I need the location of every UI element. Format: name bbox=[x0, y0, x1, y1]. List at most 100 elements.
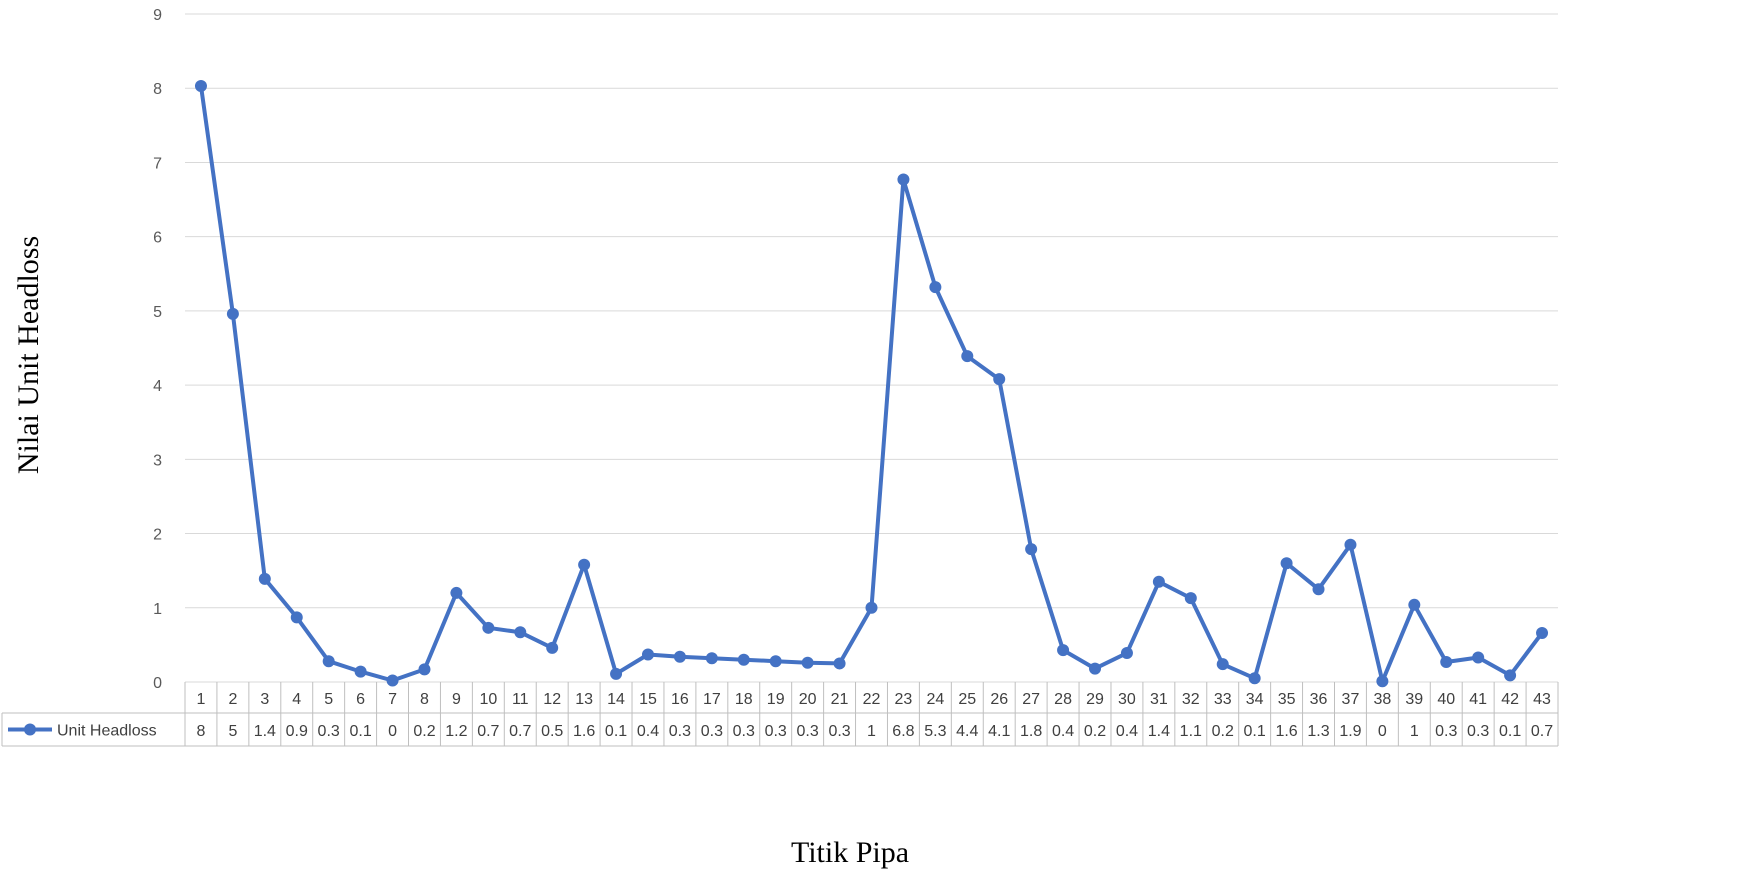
x-tick-label: 11 bbox=[512, 691, 529, 708]
data-point bbox=[1025, 543, 1038, 556]
x-tick-label: 38 bbox=[1373, 691, 1391, 708]
data-label: 1.4 bbox=[254, 723, 276, 740]
data-label: 0.9 bbox=[286, 723, 308, 740]
x-tick-label: 33 bbox=[1214, 691, 1232, 708]
data-point bbox=[865, 601, 878, 614]
data-point bbox=[546, 641, 559, 654]
data-label: 4.1 bbox=[988, 723, 1010, 740]
data-point bbox=[514, 626, 527, 639]
data-label: 1.2 bbox=[445, 723, 467, 740]
data-point bbox=[418, 663, 431, 676]
data-point bbox=[1089, 662, 1102, 675]
data-label: 1.8 bbox=[1020, 723, 1042, 740]
data-point bbox=[1536, 627, 1549, 640]
data-point bbox=[705, 652, 718, 665]
x-tick-label: 13 bbox=[575, 691, 593, 708]
x-tick-label: 41 bbox=[1469, 691, 1487, 708]
data-label: 0.7 bbox=[477, 723, 499, 740]
x-tick-label: 17 bbox=[703, 691, 721, 708]
data-label: 0.1 bbox=[1499, 723, 1521, 740]
data-label: 0.3 bbox=[733, 723, 755, 740]
data-label: 0.4 bbox=[1116, 723, 1138, 740]
data-point bbox=[1120, 647, 1133, 660]
data-label: 0.7 bbox=[509, 723, 531, 740]
data-label: 0.7 bbox=[1531, 723, 1553, 740]
data-point bbox=[386, 674, 399, 687]
data-point bbox=[737, 653, 750, 666]
data-label: 0.4 bbox=[1052, 723, 1074, 740]
x-tick-label: 15 bbox=[639, 691, 657, 708]
data-point bbox=[673, 650, 686, 663]
legend-label: Unit Headloss bbox=[57, 723, 157, 740]
x-tick-label: 3 bbox=[260, 691, 269, 708]
x-tick-label: 27 bbox=[1022, 691, 1040, 708]
x-tick-label: 20 bbox=[799, 691, 817, 708]
data-point bbox=[1376, 675, 1389, 688]
y-axis-title: Nilai Unit Headloss bbox=[12, 236, 45, 474]
x-tick-label: 19 bbox=[767, 691, 785, 708]
data-point bbox=[258, 572, 271, 585]
data-point bbox=[450, 586, 463, 599]
data-label: 1 bbox=[867, 723, 876, 740]
x-tick-label: 35 bbox=[1278, 691, 1296, 708]
y-tick-label: 1 bbox=[153, 601, 162, 618]
x-tick-label: 5 bbox=[324, 691, 333, 708]
data-point bbox=[1504, 669, 1517, 682]
data-point bbox=[1280, 557, 1293, 570]
data-label: 1.6 bbox=[573, 723, 595, 740]
x-tick-label: 26 bbox=[990, 691, 1008, 708]
x-axis-title: Titik Pipa bbox=[791, 836, 909, 869]
y-axis-ticks: 0 1 2 3 4 5 6 7 8 9 bbox=[153, 7, 162, 692]
data-label: 1.4 bbox=[1148, 723, 1170, 740]
data-label: 5 bbox=[228, 723, 237, 740]
x-tick-label: 9 bbox=[452, 691, 461, 708]
x-tick-label: 10 bbox=[479, 691, 497, 708]
data-label: 0 bbox=[1378, 723, 1387, 740]
data-label: 1 bbox=[1410, 723, 1419, 740]
gridlines bbox=[185, 13, 1558, 609]
y-tick-label: 6 bbox=[153, 230, 162, 247]
x-tick-label: 6 bbox=[356, 691, 365, 708]
x-tick-label: 29 bbox=[1086, 691, 1104, 708]
data-point bbox=[641, 648, 654, 661]
data-label: 6.8 bbox=[892, 723, 914, 740]
legend-marker bbox=[24, 723, 36, 736]
data-point bbox=[610, 667, 623, 680]
data-point bbox=[194, 79, 207, 92]
data-point bbox=[1248, 672, 1261, 685]
data-point bbox=[769, 655, 782, 668]
y-tick-label: 7 bbox=[153, 155, 162, 172]
data-point bbox=[290, 611, 303, 624]
x-tick-label: 30 bbox=[1118, 691, 1136, 708]
x-tick-label: 12 bbox=[543, 691, 561, 708]
data-label: 0.2 bbox=[1212, 723, 1234, 740]
x-tick-label: 4 bbox=[292, 691, 301, 708]
data-point bbox=[1152, 575, 1165, 588]
data-label: 0.3 bbox=[797, 723, 819, 740]
data-point bbox=[322, 655, 335, 668]
x-tick-label: 8 bbox=[420, 691, 429, 708]
data-point bbox=[1344, 538, 1357, 551]
data-label: 1.3 bbox=[1307, 723, 1329, 740]
x-tick-label: 24 bbox=[926, 691, 944, 708]
data-label: 0.3 bbox=[1467, 723, 1489, 740]
x-tick-label: 32 bbox=[1182, 691, 1200, 708]
y-tick-label: 2 bbox=[153, 527, 162, 544]
data-point bbox=[961, 350, 974, 363]
y-tick-label: 9 bbox=[153, 7, 162, 24]
x-tick-label: 31 bbox=[1150, 691, 1168, 708]
x-tick-label: 16 bbox=[671, 691, 689, 708]
x-tick-label: 37 bbox=[1342, 691, 1360, 708]
data-label: 5.3 bbox=[924, 723, 946, 740]
data-label: 8 bbox=[197, 723, 206, 740]
x-tick-label: 2 bbox=[228, 691, 237, 708]
data-point bbox=[833, 657, 846, 670]
series-line bbox=[199, 85, 1544, 684]
x-tick-label: 43 bbox=[1533, 691, 1551, 708]
data-label: 0.3 bbox=[765, 723, 787, 740]
data-point bbox=[1440, 655, 1453, 668]
data-label: 1.1 bbox=[1180, 723, 1202, 740]
data-point bbox=[354, 665, 367, 678]
data-point bbox=[929, 281, 942, 294]
